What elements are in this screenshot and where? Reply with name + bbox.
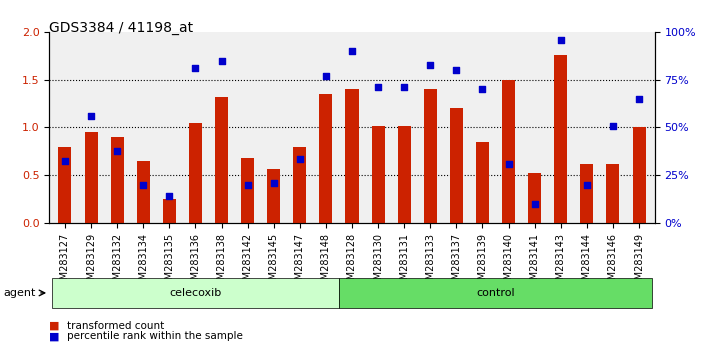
Point bbox=[582, 182, 593, 188]
Point bbox=[634, 96, 645, 102]
Bar bbox=[476, 142, 489, 223]
Bar bbox=[528, 173, 541, 223]
Bar bbox=[606, 164, 620, 223]
Point bbox=[372, 85, 384, 90]
Point bbox=[190, 65, 201, 71]
Bar bbox=[163, 199, 176, 223]
Point bbox=[529, 201, 540, 207]
Point bbox=[294, 156, 306, 162]
Bar bbox=[215, 97, 228, 223]
Text: control: control bbox=[476, 288, 515, 298]
Bar bbox=[346, 89, 358, 223]
Bar bbox=[241, 158, 254, 223]
Text: ■: ■ bbox=[49, 321, 60, 331]
Bar bbox=[398, 126, 410, 223]
Point bbox=[85, 113, 96, 119]
Bar bbox=[554, 55, 567, 223]
Text: percentile rank within the sample: percentile rank within the sample bbox=[67, 331, 243, 341]
Bar bbox=[424, 89, 436, 223]
Bar bbox=[580, 164, 593, 223]
Bar bbox=[450, 108, 463, 223]
Point bbox=[503, 161, 514, 167]
Bar bbox=[294, 147, 306, 223]
Bar bbox=[189, 123, 202, 223]
Point bbox=[477, 86, 488, 92]
Bar bbox=[502, 80, 515, 223]
Bar bbox=[632, 127, 646, 223]
Point bbox=[425, 62, 436, 68]
Point bbox=[137, 182, 149, 188]
Point bbox=[216, 58, 227, 63]
Point bbox=[268, 180, 279, 186]
Bar bbox=[84, 132, 98, 223]
Text: ■: ■ bbox=[49, 331, 60, 341]
Text: celecoxib: celecoxib bbox=[169, 288, 222, 298]
Point bbox=[111, 149, 122, 154]
Point bbox=[398, 85, 410, 90]
Bar bbox=[268, 170, 280, 223]
Point bbox=[164, 193, 175, 199]
Point bbox=[59, 158, 70, 164]
Bar bbox=[58, 147, 72, 223]
Point bbox=[608, 123, 619, 129]
Text: GDS3384 / 41198_at: GDS3384 / 41198_at bbox=[49, 21, 194, 35]
Bar bbox=[137, 161, 150, 223]
Point bbox=[242, 182, 253, 188]
Text: transformed count: transformed count bbox=[67, 321, 164, 331]
Point bbox=[555, 37, 567, 42]
Bar bbox=[372, 126, 384, 223]
Bar bbox=[320, 94, 332, 223]
Point bbox=[320, 73, 332, 79]
Text: agent: agent bbox=[4, 288, 36, 298]
Point bbox=[451, 67, 462, 73]
Bar bbox=[111, 137, 124, 223]
Point bbox=[346, 48, 358, 54]
